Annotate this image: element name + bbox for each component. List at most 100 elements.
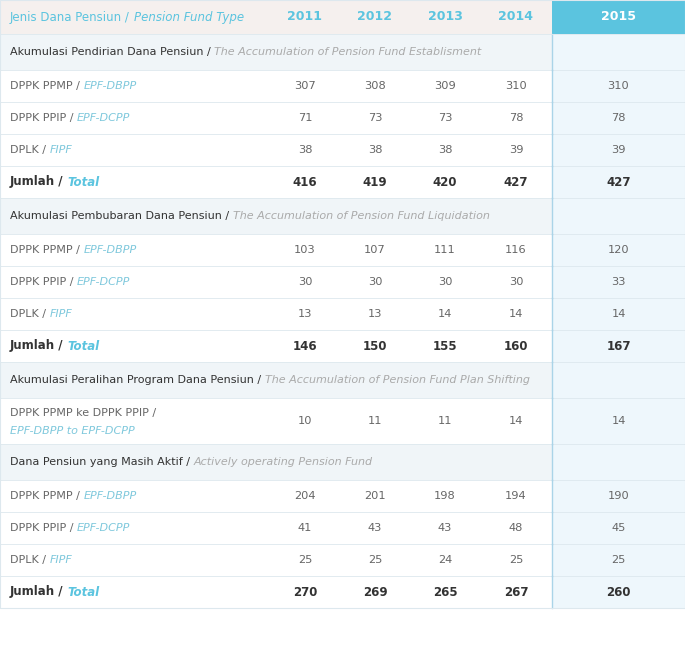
Bar: [0, 512, 552, 544]
Text: 78: 78: [611, 113, 626, 123]
Text: Akumulasi Pendirian Dana Pensiun /: Akumulasi Pendirian Dana Pensiun /: [10, 47, 214, 57]
Bar: [0, 480, 552, 512]
Bar: [552, 576, 685, 608]
Text: 260: 260: [606, 585, 631, 598]
Text: 25: 25: [298, 555, 312, 565]
Text: EPF-DBPP: EPF-DBPP: [84, 491, 136, 501]
Text: DPPK PPMP ke DPPK PPIP /: DPPK PPMP ke DPPK PPIP /: [10, 408, 160, 418]
Text: 71: 71: [298, 113, 312, 123]
Text: Akumulasi Peralihan Program Dana Pensiun /: Akumulasi Peralihan Program Dana Pensiun…: [10, 375, 264, 385]
Text: 25: 25: [368, 555, 382, 565]
Bar: [552, 512, 685, 544]
Text: 270: 270: [292, 585, 317, 598]
Text: 41: 41: [298, 523, 312, 533]
Text: 13: 13: [368, 309, 382, 319]
Text: 190: 190: [608, 491, 630, 501]
Text: FIPF: FIPF: [49, 309, 72, 319]
Text: 307: 307: [294, 81, 316, 91]
Bar: [0, 362, 552, 398]
Text: 2015: 2015: [601, 10, 636, 23]
Text: 155: 155: [433, 340, 458, 352]
Text: 265: 265: [433, 585, 458, 598]
Text: 2011: 2011: [288, 10, 323, 23]
Text: 310: 310: [505, 81, 527, 91]
Text: 30: 30: [368, 277, 382, 287]
Text: DPPK PPMP /: DPPK PPMP /: [10, 81, 84, 91]
Text: DPPK PPIP /: DPPK PPIP /: [10, 113, 77, 123]
Text: DPPK PPMP /: DPPK PPMP /: [10, 491, 84, 501]
Text: The Accumulation of Pension Fund Establisment: The Accumulation of Pension Fund Establi…: [214, 47, 482, 57]
Bar: [552, 330, 685, 362]
Text: 13: 13: [298, 309, 312, 319]
Bar: [0, 166, 552, 198]
Bar: [552, 398, 685, 444]
Text: Total: Total: [68, 585, 100, 598]
Text: Jumlah /: Jumlah /: [10, 340, 68, 352]
Text: 43: 43: [438, 523, 452, 533]
Text: EPF-DBPP: EPF-DBPP: [84, 81, 136, 91]
Text: Actively operating Pension Fund: Actively operating Pension Fund: [193, 457, 373, 467]
Text: 45: 45: [611, 523, 625, 533]
Text: 11: 11: [438, 416, 452, 426]
Text: Dana Pensiun yang Masih Aktif /: Dana Pensiun yang Masih Aktif /: [10, 457, 193, 467]
Text: 43: 43: [368, 523, 382, 533]
Text: Pension Fund Type: Pension Fund Type: [134, 10, 244, 23]
Bar: [552, 102, 685, 134]
Text: DPPK PPMP /: DPPK PPMP /: [10, 245, 84, 255]
Text: FIPF: FIPF: [49, 555, 72, 565]
Text: 14: 14: [611, 309, 625, 319]
Bar: [0, 544, 552, 576]
Text: 120: 120: [608, 245, 630, 255]
Text: 2012: 2012: [358, 10, 393, 23]
Text: 420: 420: [433, 176, 458, 189]
Text: 308: 308: [364, 81, 386, 91]
Text: 25: 25: [509, 555, 523, 565]
Text: 103: 103: [294, 245, 316, 255]
Bar: [552, 134, 685, 166]
Bar: [552, 544, 685, 576]
Bar: [0, 198, 552, 234]
Text: 419: 419: [362, 176, 387, 189]
Bar: [0, 398, 552, 444]
Bar: [552, 34, 685, 70]
Text: The Accumulation of Pension Fund Liquidation: The Accumulation of Pension Fund Liquida…: [233, 211, 490, 221]
Text: 24: 24: [438, 555, 452, 565]
Text: 33: 33: [611, 277, 626, 287]
Text: EPF-DCPP: EPF-DCPP: [77, 113, 130, 123]
Text: 2014: 2014: [499, 10, 534, 23]
Text: 198: 198: [434, 491, 456, 501]
Text: Akumulasi Pembubaran Dana Pensiun /: Akumulasi Pembubaran Dana Pensiun /: [10, 211, 233, 221]
Text: 39: 39: [509, 145, 523, 155]
Text: 146: 146: [292, 340, 317, 352]
Bar: [0, 298, 552, 330]
Text: 160: 160: [503, 340, 528, 352]
Text: Jumlah /: Jumlah /: [10, 176, 68, 189]
Bar: [552, 0, 685, 34]
Text: 267: 267: [503, 585, 528, 598]
Text: 39: 39: [611, 145, 626, 155]
Text: EPF-DBPP: EPF-DBPP: [84, 245, 136, 255]
Bar: [0, 576, 552, 608]
Text: 14: 14: [509, 416, 523, 426]
Text: DPLK /: DPLK /: [10, 145, 49, 155]
Bar: [0, 70, 552, 102]
Text: 14: 14: [438, 309, 452, 319]
Bar: [0, 102, 552, 134]
Text: 150: 150: [363, 340, 387, 352]
Bar: [552, 298, 685, 330]
Bar: [0, 234, 552, 266]
Text: 11: 11: [368, 416, 382, 426]
Bar: [552, 234, 685, 266]
Text: 38: 38: [368, 145, 382, 155]
Text: 309: 309: [434, 81, 456, 91]
Text: 194: 194: [505, 491, 527, 501]
Text: DPPK PPIP /: DPPK PPIP /: [10, 523, 77, 533]
Text: DPPK PPIP /: DPPK PPIP /: [10, 277, 77, 287]
Bar: [552, 266, 685, 298]
Text: 73: 73: [368, 113, 382, 123]
Text: Total: Total: [68, 340, 100, 352]
Text: EPF-DCPP: EPF-DCPP: [77, 523, 130, 533]
Bar: [552, 480, 685, 512]
Text: 111: 111: [434, 245, 456, 255]
Bar: [552, 444, 685, 480]
